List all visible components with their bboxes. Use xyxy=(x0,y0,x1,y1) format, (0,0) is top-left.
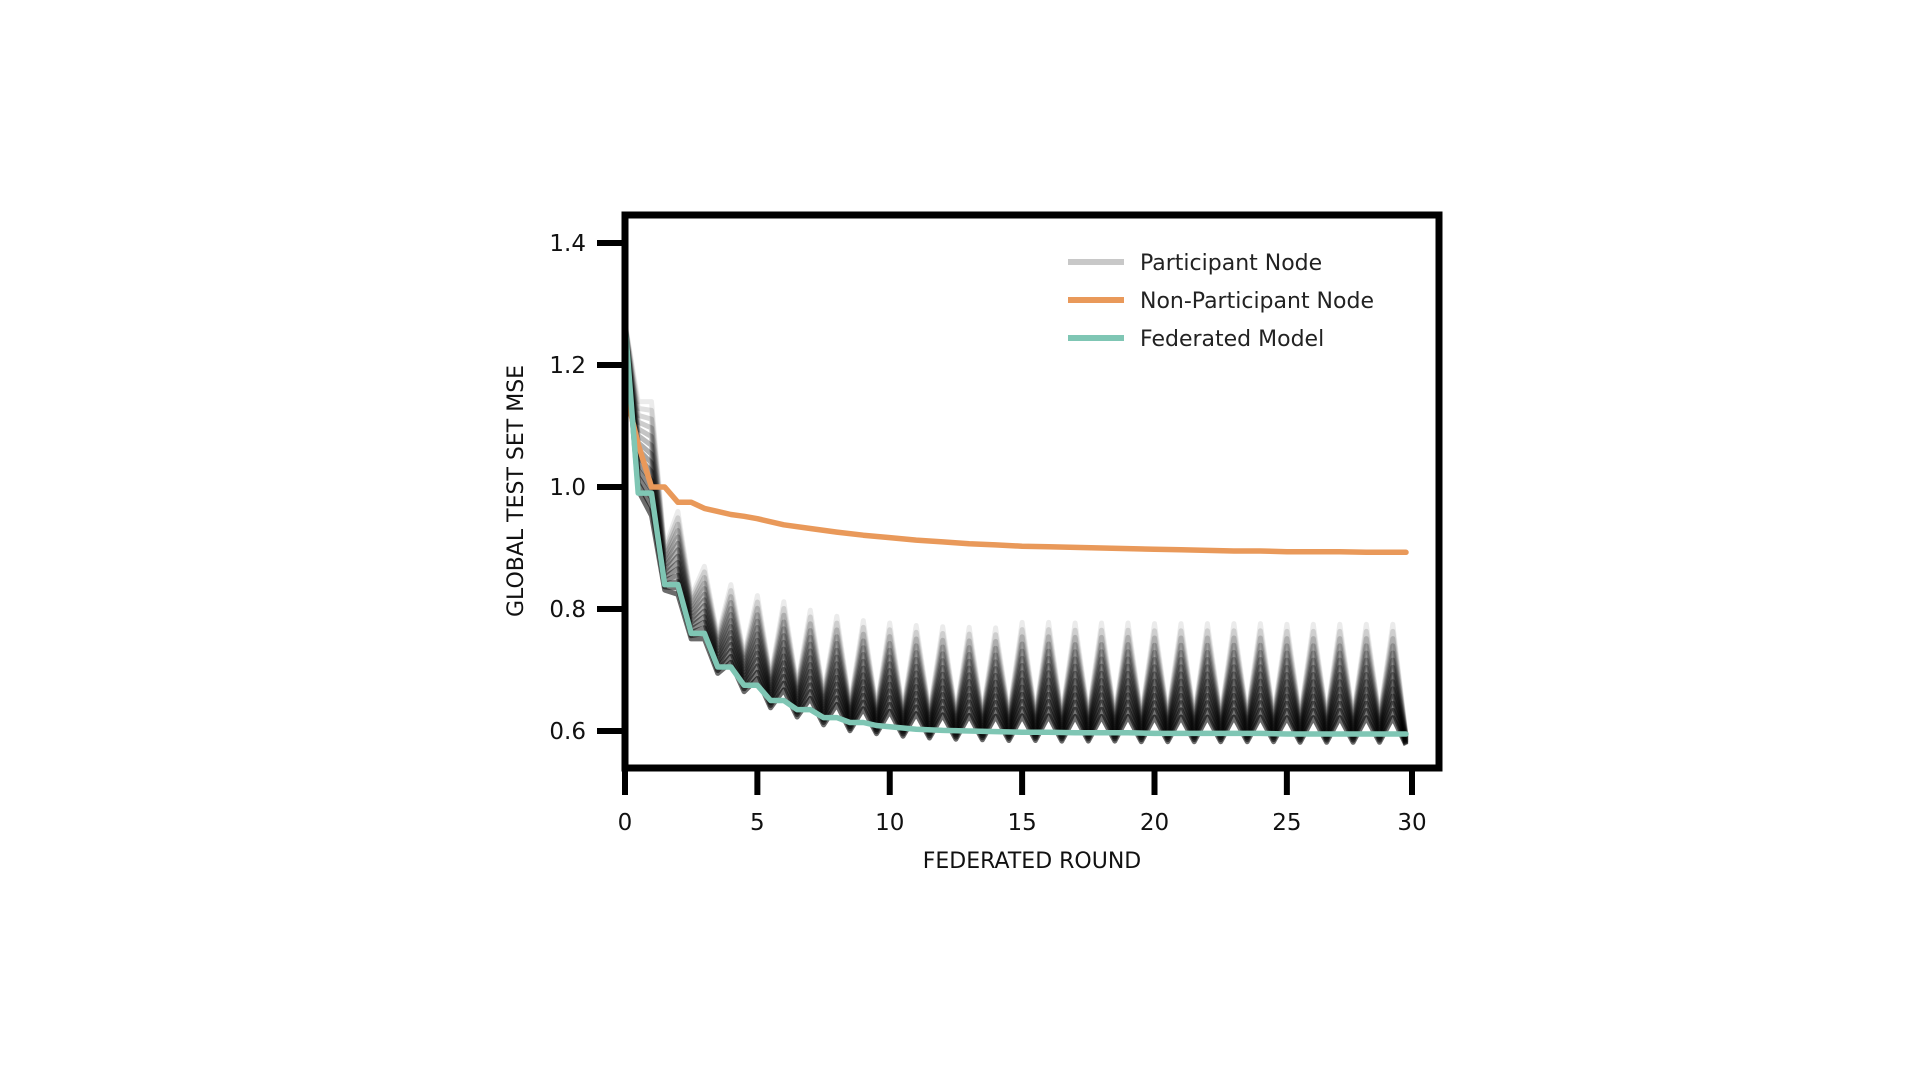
x-tick-label-5: 5 xyxy=(750,810,765,836)
participant-node-line-5 xyxy=(622,329,1409,743)
x-tick-label-25: 25 xyxy=(1272,810,1301,836)
x-tick-label-30: 30 xyxy=(1397,810,1426,836)
participant-node-curves xyxy=(622,321,1409,747)
participant-node-line-9 xyxy=(622,326,1409,739)
legend-label-federated-model: Federated Model xyxy=(1140,327,1324,352)
legend-label-participant-node: Participant Node xyxy=(1140,251,1322,276)
x-axis-title: FEDERATED ROUND xyxy=(923,849,1142,874)
x-tick-label-15: 15 xyxy=(1007,810,1036,836)
series-lines xyxy=(622,319,1409,737)
participant-node-line-10 xyxy=(622,325,1409,738)
participant-node-line-6 xyxy=(622,328,1409,742)
x-tick-label-20: 20 xyxy=(1140,810,1169,836)
legend-label-non-participant-node: Non-Participant Node xyxy=(1140,289,1374,314)
series-line-non-participant-node xyxy=(622,386,1409,556)
y-tick-label-1.0: 1.0 xyxy=(549,475,586,501)
x-tick-label-0: 0 xyxy=(618,810,633,836)
legend: Participant Node Non-Participant Node Fede… xyxy=(1068,251,1374,352)
participant-node-line-12 xyxy=(622,323,1409,737)
participant-node-line-11 xyxy=(622,324,1409,737)
axes: 0.6 0.8 1.0 1.2 1.4 0 5 10 15 20 25 30 xyxy=(549,231,1426,836)
y-tick-label-0.6: 0.6 xyxy=(549,719,586,745)
y-tick-label-0.8: 0.8 xyxy=(549,597,586,623)
y-tick-label-1.2: 1.2 xyxy=(549,353,586,379)
participant-node-line-13 xyxy=(622,322,1409,736)
series-line-federated-model xyxy=(622,319,1409,737)
y-axis-title: GLOBAL TEST SET MSE xyxy=(504,365,529,617)
y-tick-label-1.4: 1.4 xyxy=(549,231,586,257)
participant-node-line-14 xyxy=(622,321,1409,735)
participant-node-line-7 xyxy=(622,327,1409,741)
participant-node-line-4 xyxy=(622,330,1409,744)
x-tick-label-10: 10 xyxy=(875,810,904,836)
participant-node-line-8 xyxy=(622,327,1409,740)
plot-frame xyxy=(621,211,1443,772)
